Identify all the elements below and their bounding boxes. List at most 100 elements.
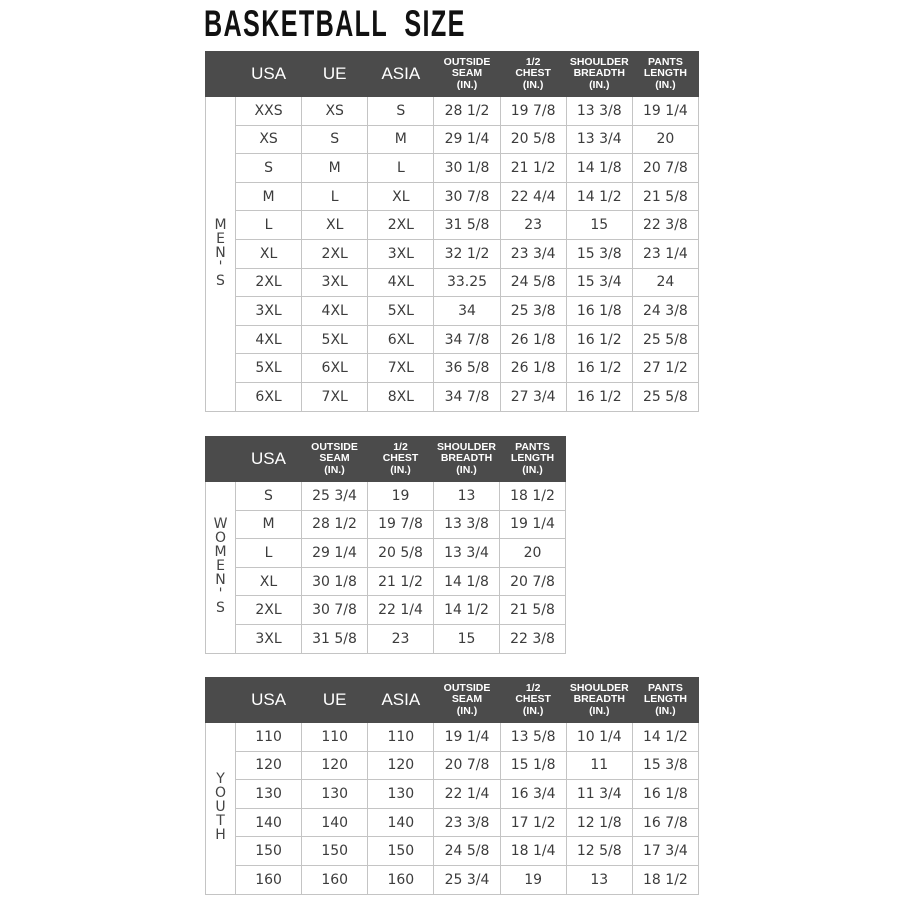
table-cell: 13 5/8 <box>499 722 567 752</box>
group-label: MEN'S <box>212 216 229 287</box>
table-row: 4XL 5XL 6XL 34 7/8 26 1/8 16 1/2 25 5/8 <box>206 324 700 355</box>
column-header-label: ASIA <box>381 690 421 709</box>
table-row: M 28 1/2 19 7/8 13 3/8 19 1/4 <box>206 509 566 540</box>
column-header: ASIA <box>367 51 435 97</box>
table-row: XL 30 1/8 21 1/2 14 1/8 20 7/8 <box>206 566 566 597</box>
column-header: SHOULDER BREADTH (IN.) <box>565 677 633 723</box>
table-row: 150 150 150 24 5/8 18 1/4 12 5/8 17 3/4 <box>206 836 700 866</box>
table-cell: 13 3/4 <box>565 124 633 155</box>
header-row: USA UE ASIA OUTSIDE SEAM (IN.) 1/2 CHEST (IN… <box>205 51 700 97</box>
table-row: 140 140 140 23 3/8 17 1/2 12 1/8 16 7/8 <box>206 807 700 838</box>
table-cell: 11 3/4 <box>565 779 633 809</box>
table-cell: 22 3/8 <box>499 623 566 654</box>
table-cell: 14 1/2 <box>631 722 700 752</box>
table-cell: 120 <box>301 750 369 781</box>
column-header-label: UE <box>322 690 347 709</box>
group-label: WOMEN'S <box>212 516 229 615</box>
header-corner <box>205 51 236 97</box>
column-header: PANTS LENGTH (IN.) <box>631 51 700 97</box>
table-cell: 16 3/4 <box>499 779 567 809</box>
table-cell: L <box>235 538 302 568</box>
table-cell: S <box>301 124 369 155</box>
group-label-cell: YOUTH <box>205 722 236 895</box>
table-cell: 13 <box>433 481 500 511</box>
table-cell: 16 7/8 <box>631 807 700 838</box>
table-cell: XS <box>301 96 369 126</box>
table-cell: 15 <box>433 623 500 654</box>
table-cell: 34 7/8 <box>433 381 501 412</box>
table-cell: L <box>234 210 303 240</box>
table-row: 2XL 3XL 4XL 33.25 24 5/8 15 3/4 24 <box>206 267 700 298</box>
column-header: UE <box>301 677 369 723</box>
youth-size-table: USA UE ASIA OUTSIDE SEAM (IN.) 1/2 CHEST (IN… <box>205 677 700 895</box>
column-header-label: PANTS LENGTH (IN.) <box>643 681 687 717</box>
group-label-cell: MEN'S <box>205 96 236 412</box>
table-cell: 110 <box>301 722 369 752</box>
table-cell: 15 3/4 <box>565 267 633 298</box>
table-cell: 23 <box>367 623 434 654</box>
table-cell: 15 3/8 <box>565 238 633 269</box>
column-header-label: SHOULDER BREADTH (IN.) <box>569 55 629 91</box>
table-cell: S <box>367 96 435 126</box>
table-cell: 160 <box>301 864 369 895</box>
table-cell: 15 1/8 <box>499 750 567 781</box>
table-cell: 22 1/4 <box>433 779 501 809</box>
table-cell: 19 <box>499 864 567 895</box>
table-cell: 20 7/8 <box>631 153 700 183</box>
table-cell: S <box>235 481 302 511</box>
table-cell: XXS <box>234 96 303 126</box>
table-row: L XL 2XL 31 5/8 23 15 22 3/8 <box>206 210 700 240</box>
table-cell: 3XL <box>367 238 435 269</box>
table-cell: 20 7/8 <box>499 566 566 597</box>
table-cell: 17 3/4 <box>631 836 700 866</box>
table-cell: 34 <box>433 296 501 326</box>
column-header: OUTSIDE SEAM (IN.) <box>433 51 501 97</box>
table-cell: 20 <box>631 124 700 155</box>
table-cell: 130 <box>234 779 303 809</box>
table-row: M L XL 30 7/8 22 4/4 14 1/2 21 5/8 <box>206 181 700 212</box>
table-cell: 150 <box>234 836 303 866</box>
column-header: SHOULDER BREADTH (IN.) <box>433 436 500 482</box>
table-row: WOMEN'S S 25 3/4 19 13 18 1/2 <box>205 481 566 654</box>
table-cell: 4XL <box>301 296 369 326</box>
table-cell: 150 <box>367 836 435 866</box>
table-cell: 18 1/4 <box>499 836 567 866</box>
column-header-label: UE <box>322 64 347 83</box>
table-cell: 11 <box>565 750 633 781</box>
table-cell: 19 1/4 <box>499 509 566 540</box>
table-cell: 26 1/8 <box>499 353 567 383</box>
column-header: OUTSIDE SEAM (IN.) <box>433 677 501 723</box>
table-cell: 24 3/8 <box>631 296 700 326</box>
table-cell: XL <box>234 238 303 269</box>
table-cell: 3XL <box>235 623 302 654</box>
table-cell: M <box>234 181 303 212</box>
table-cell: 4XL <box>234 324 303 355</box>
table-cell: 140 <box>234 807 303 838</box>
table-cell: 21 1/2 <box>367 566 434 597</box>
table-cell: 7XL <box>367 353 435 383</box>
table-cell: 10 1/4 <box>565 722 633 752</box>
table-cell: 5XL <box>234 353 303 383</box>
table-cell: 20 7/8 <box>433 750 501 781</box>
table-cell: 22 1/4 <box>367 595 434 625</box>
table-cell: M <box>367 124 435 155</box>
column-header-label: OUTSIDE SEAM (IN.) <box>443 55 491 91</box>
table-cell: 17 1/2 <box>499 807 567 838</box>
table-cell: 23 3/4 <box>499 238 567 269</box>
table-row: 160 160 160 25 3/4 19 13 18 1/2 <box>206 864 700 895</box>
table-cell: S <box>234 153 303 183</box>
table-cell: 28 1/2 <box>433 96 501 126</box>
table-cell: 30 7/8 <box>301 595 368 625</box>
table-cell: 5XL <box>301 324 369 355</box>
table-cell: 14 1/8 <box>433 566 500 597</box>
column-header: SHOULDER BREADTH (IN.) <box>565 51 633 97</box>
table-cell: 12 5/8 <box>565 836 633 866</box>
table-cell: 33.25 <box>433 267 501 298</box>
table-cell: L <box>367 153 435 183</box>
mens-size-table: USA UE ASIA OUTSIDE SEAM (IN.) 1/2 CHEST (IN… <box>205 51 700 412</box>
table-cell: 2XL <box>301 238 369 269</box>
column-header: UE <box>301 51 369 97</box>
table-cell: 7XL <box>301 381 369 412</box>
table-cell: 22 3/8 <box>631 210 700 240</box>
table-cell: 13 3/8 <box>433 509 500 540</box>
